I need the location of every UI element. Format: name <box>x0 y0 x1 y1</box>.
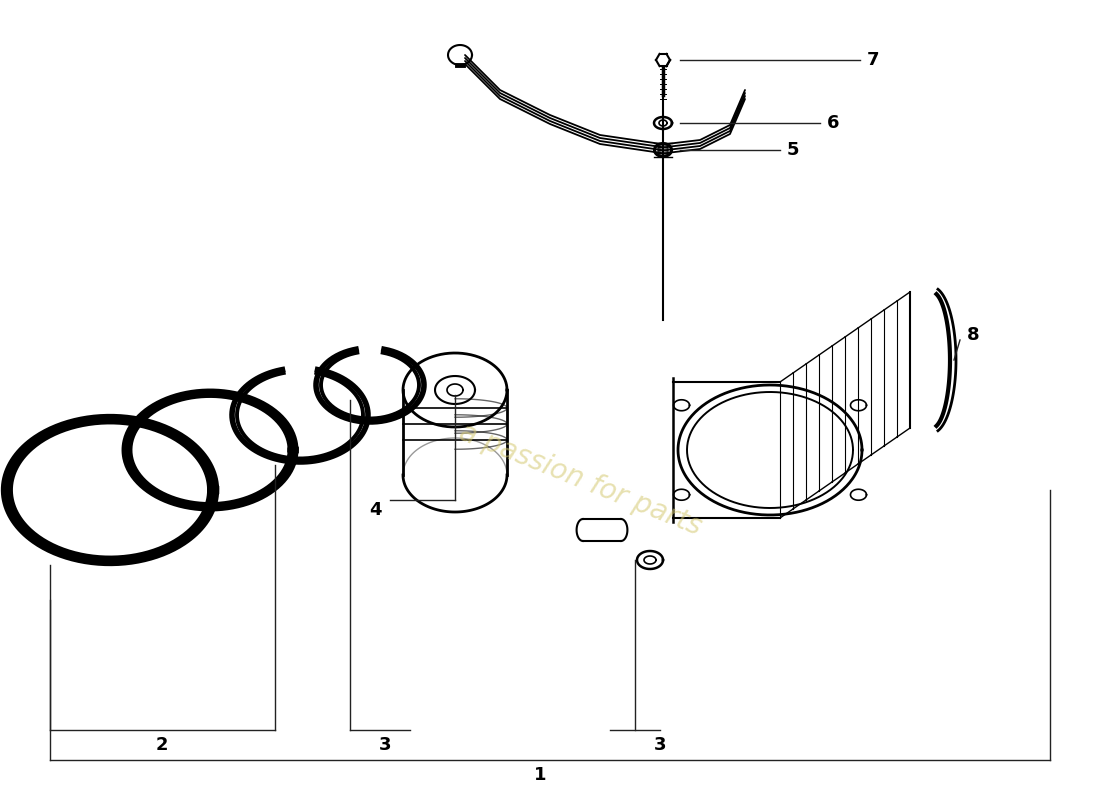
Text: a passion for parts: a passion for parts <box>454 418 705 542</box>
Text: 2: 2 <box>156 736 168 754</box>
Text: 4: 4 <box>368 501 382 519</box>
Text: 3: 3 <box>378 736 392 754</box>
Text: 5: 5 <box>786 141 800 159</box>
Text: 8: 8 <box>967 326 979 344</box>
Text: 3: 3 <box>653 736 667 754</box>
Text: 6: 6 <box>827 114 839 132</box>
Text: 7: 7 <box>867 51 879 69</box>
Text: 1: 1 <box>534 766 547 784</box>
